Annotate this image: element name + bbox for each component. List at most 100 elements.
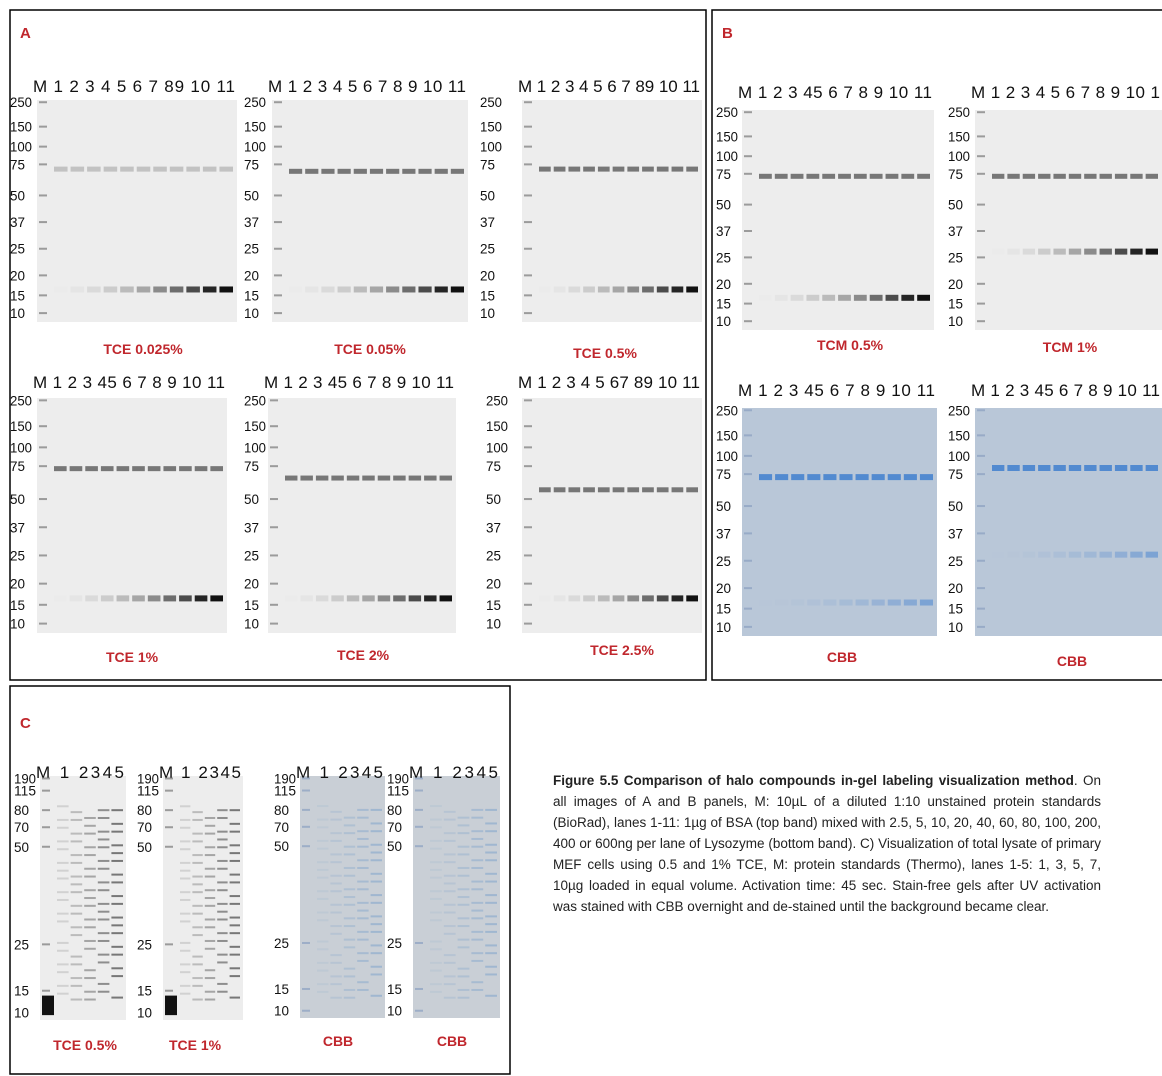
band [613,286,625,292]
lane-labels: M 1 2 3 4 5 6 7 8 9 10 1 [971,83,1160,102]
band [1146,465,1158,471]
band [347,476,359,481]
ladder-band [274,146,282,148]
band [357,981,368,983]
band [87,286,101,292]
band [485,881,497,883]
band [71,286,85,292]
band [444,912,456,914]
band [471,830,483,832]
band [613,595,625,601]
band [870,295,883,301]
band [180,827,190,829]
ladder-band [415,777,423,779]
band [57,993,69,995]
ladder-band [39,126,47,128]
gel [413,776,500,1018]
band [370,286,383,292]
band [331,476,343,481]
ladder-band [977,587,985,589]
lane-labels: M 1 2 3 45 6 7 8 9 10 11 [971,381,1160,400]
band [84,977,96,979]
band [357,846,368,848]
band [111,946,123,948]
band [1007,552,1019,558]
band [84,969,96,971]
band [430,991,442,993]
marker-label: 115 [387,783,409,799]
band [192,934,202,936]
marker-label: 15 [486,597,501,613]
band [1038,249,1050,255]
band [430,840,442,842]
band [430,848,442,850]
ladder-band [39,274,47,276]
ladder-band [977,204,985,206]
ladder-band [274,194,282,196]
ladder-band [39,399,47,401]
band [583,286,595,292]
band [598,167,610,172]
band [424,595,436,601]
ladder-band [977,505,985,507]
band [440,476,452,481]
ladder-band [977,155,985,157]
ladder-band [744,626,752,628]
band [1038,465,1050,471]
band [444,832,456,834]
band [458,925,470,927]
band [84,868,96,870]
band [230,831,240,833]
marker-label: 250 [716,104,738,120]
band [451,286,464,292]
marker-label: 70 [137,819,152,835]
gel-caption: TCE 0.025% [103,341,183,357]
ladder-band [270,498,278,500]
band [1069,552,1081,558]
marker-label: 100 [480,139,502,155]
band [338,286,351,292]
marker-label: 25 [948,249,963,265]
band [317,877,328,879]
band [98,911,110,913]
band [430,805,442,807]
band [886,174,899,179]
band [71,905,83,907]
band [371,931,382,933]
band [839,474,852,480]
band [409,476,421,481]
band [192,811,202,813]
band [458,917,470,919]
ladder-band [744,473,752,475]
band [344,968,355,970]
band [317,983,328,985]
marker-label: 37 [948,223,963,239]
band [856,600,869,606]
band [180,878,190,880]
ladder-band [42,943,50,945]
band [657,286,669,292]
ladder-band [302,809,310,811]
gel-caption: TCE 2.5% [590,642,654,658]
ladder-band [42,826,50,828]
ladder-band [39,163,47,165]
band [444,811,456,813]
band [444,997,456,999]
marker-label: 25 [10,547,25,563]
band [230,844,240,846]
band [180,862,190,864]
band [686,286,698,292]
marker-label: 50 [10,187,25,203]
gel [300,776,385,1018]
band [344,925,355,927]
band [775,174,788,179]
band [57,913,69,915]
band [192,833,202,835]
ladder-band [42,809,50,811]
band [430,890,442,892]
ladder-band [977,409,985,411]
marker-label: 150 [948,128,970,144]
band [330,954,341,956]
band [444,954,456,956]
band [330,975,341,977]
